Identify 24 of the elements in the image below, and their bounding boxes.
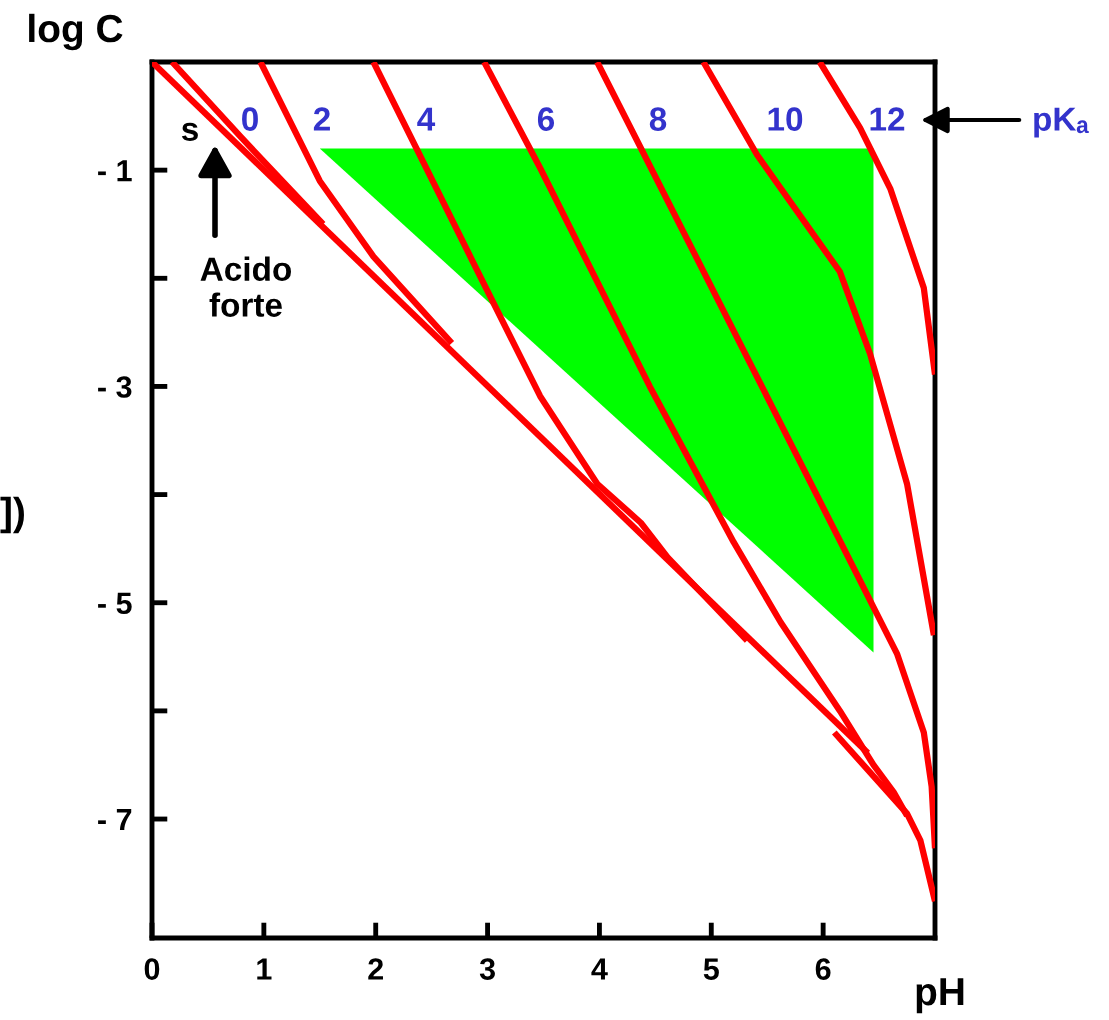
x-tick-label: 0: [144, 958, 160, 980]
text: ]): [0, 496, 24, 534]
y-axis-title: log C: [29, 13, 123, 51]
x-tick-label: 3: [479, 958, 495, 980]
annotation: 12: [870, 107, 905, 131]
annotation: 8: [649, 107, 667, 131]
annotation: 4: [417, 107, 436, 131]
y-tick-label: - 5: [98, 592, 132, 615]
y-tick-label: - 1: [98, 160, 132, 182]
x-axis-title: pH: [916, 978, 964, 1014]
annotation: s: [181, 122, 198, 141]
annotation: 6: [537, 107, 555, 131]
annotation: Acido forte: [200, 256, 291, 317]
y-tick-label: - 3: [98, 376, 132, 398]
annotation: 2: [313, 107, 330, 131]
y-tick-label: - 7: [98, 809, 132, 831]
x-tick-label: 5: [703, 958, 719, 980]
annotation: 10: [768, 107, 803, 131]
x-tick-label: 2: [368, 958, 383, 980]
x-tick-label: 1: [257, 958, 272, 980]
text: pKₐ: [1034, 107, 1089, 138]
annotation: 0: [242, 107, 258, 131]
x-tick-label: 6: [815, 958, 831, 980]
x-tick-label: 4: [591, 958, 608, 980]
